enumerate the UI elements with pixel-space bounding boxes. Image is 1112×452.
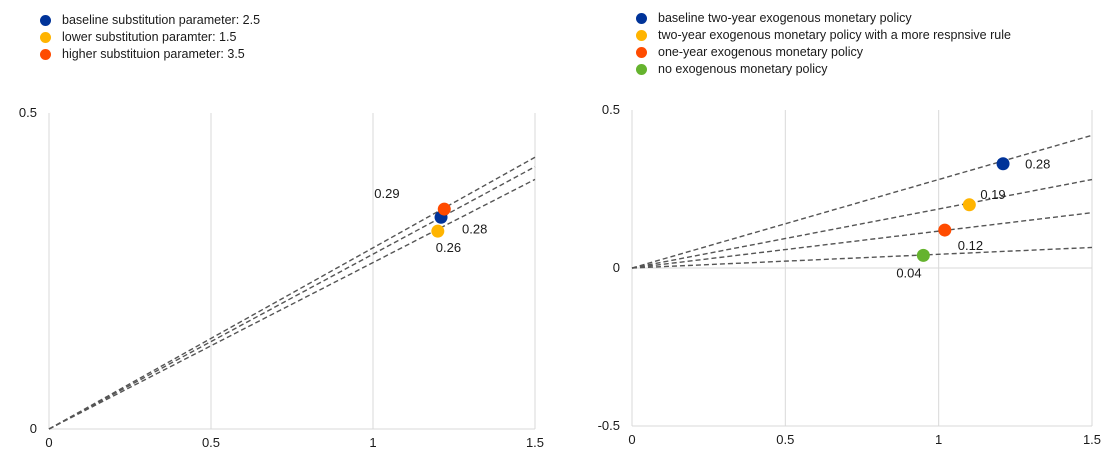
- legend-label: one-year exogenous monetary policy: [658, 45, 863, 59]
- legend-marker: [636, 30, 647, 41]
- legend-item: baseline two-year exogenous monetary pol…: [636, 10, 1011, 27]
- legend-label: two-year exogenous monetary policy with …: [658, 28, 1011, 42]
- legend-label: baseline two-year exogenous monetary pol…: [658, 11, 912, 25]
- trend-line: [631, 212, 1093, 269]
- data-label: 0.28: [462, 221, 487, 236]
- legend-marker: [40, 32, 51, 43]
- data-point: [938, 223, 952, 237]
- legend-item: baseline substitution parameter: 2.5: [40, 12, 260, 29]
- y-tick-label: 0: [30, 421, 37, 436]
- legend-marker: [40, 15, 51, 26]
- x-tick-label: 1.5: [526, 435, 544, 450]
- y-tick-label: -0.5: [598, 418, 620, 433]
- legend-item: one-year exogenous monetary policy: [636, 44, 1011, 61]
- trend-line: [631, 246, 1093, 269]
- data-label: 0.29: [374, 186, 399, 201]
- legend-marker: [40, 49, 51, 60]
- trend-line: [631, 178, 1093, 269]
- data-point: [962, 198, 976, 212]
- legend-item: lower substitution paramter: 1.5: [40, 29, 260, 46]
- legend-label: baseline substitution parameter: 2.5: [62, 13, 261, 27]
- legend-item: two-year exogenous monetary policy with …: [636, 27, 1011, 44]
- legend-left: baseline substitution parameter: 2.5 lowe…: [40, 12, 260, 63]
- y-tick-label: 0.5: [602, 102, 620, 117]
- legend-marker: [636, 13, 647, 24]
- legend-marker: [636, 47, 647, 58]
- data-label: 0.19: [980, 187, 1005, 202]
- legend-label: higher substituion parameter: 3.5: [62, 47, 245, 61]
- data-point: [996, 157, 1010, 171]
- x-tick-label: 1: [369, 435, 376, 450]
- legend-item: higher substituion parameter: 3.5: [40, 46, 260, 63]
- data-label: 0.26: [436, 240, 461, 255]
- y-tick-label: 0.5: [19, 105, 37, 120]
- data-label: 0.04: [896, 265, 921, 280]
- legend-label: lower substitution paramter: 1.5: [62, 30, 237, 44]
- legend-label: no exogenous monetary policy: [658, 62, 828, 76]
- trend-line: [631, 134, 1093, 269]
- legend-item: no exogenous monetary policy: [636, 61, 1011, 78]
- data-label: 0.28: [1025, 157, 1050, 172]
- data-point: [431, 224, 445, 238]
- trend-line: [48, 166, 536, 430]
- x-tick-label: 0: [45, 435, 52, 450]
- x-tick-label: 1: [935, 432, 942, 447]
- legend-right: baseline two-year exogenous monetary pol…: [636, 10, 1011, 78]
- y-tick-label: 0: [613, 260, 620, 275]
- x-tick-label: 0.5: [776, 432, 794, 447]
- x-tick-label: 0.5: [202, 435, 220, 450]
- data-point: [916, 248, 930, 262]
- legend-marker: [636, 64, 647, 75]
- data-point: [437, 202, 451, 216]
- trend-line: [48, 156, 536, 430]
- x-tick-label: 0: [628, 432, 635, 447]
- x-tick-label: 1.5: [1083, 432, 1101, 447]
- trend-line: [48, 178, 536, 430]
- data-label: 0.12: [958, 238, 983, 253]
